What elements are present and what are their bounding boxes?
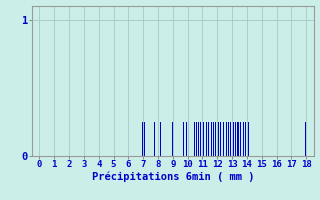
Bar bbox=[243, 122, 244, 156]
Bar bbox=[194, 122, 195, 156]
Bar bbox=[235, 122, 236, 156]
Bar bbox=[142, 122, 143, 156]
Bar bbox=[215, 122, 216, 156]
Bar bbox=[220, 122, 221, 156]
Bar bbox=[237, 122, 238, 156]
Bar bbox=[218, 122, 219, 156]
Bar bbox=[305, 122, 306, 156]
Bar bbox=[200, 122, 202, 156]
Bar bbox=[228, 122, 229, 156]
Bar bbox=[213, 122, 214, 156]
Bar bbox=[223, 122, 224, 156]
X-axis label: Précipitations 6min ( mm ): Précipitations 6min ( mm ) bbox=[92, 172, 254, 182]
Bar bbox=[230, 122, 231, 156]
Bar bbox=[160, 122, 161, 156]
Bar bbox=[211, 122, 212, 156]
Bar bbox=[240, 122, 242, 156]
Bar bbox=[196, 122, 197, 156]
Bar bbox=[198, 122, 199, 156]
Bar bbox=[226, 122, 227, 156]
Bar bbox=[186, 122, 187, 156]
Bar bbox=[206, 122, 207, 156]
Bar bbox=[245, 122, 246, 156]
Bar bbox=[188, 122, 189, 156]
Bar bbox=[248, 122, 249, 156]
Bar bbox=[233, 122, 234, 156]
Bar bbox=[183, 122, 184, 156]
Bar bbox=[144, 122, 145, 156]
Bar bbox=[154, 122, 155, 156]
Bar bbox=[208, 122, 209, 156]
